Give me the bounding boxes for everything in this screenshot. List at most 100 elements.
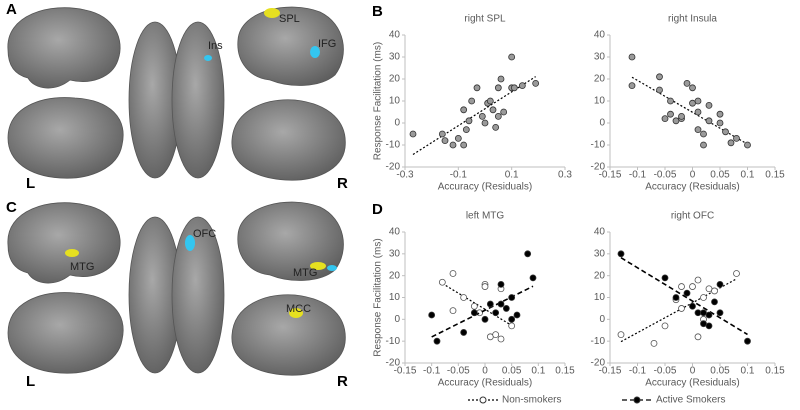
point (508, 315, 516, 323)
y-tick-label: 30 (389, 52, 401, 63)
chart-title: left MTG (466, 211, 505, 222)
point (716, 110, 724, 118)
point (441, 137, 449, 145)
y-tick-label: -10 (386, 336, 401, 347)
y-tick-label: -10 (591, 336, 606, 347)
point (705, 117, 713, 125)
brain-labels: SPL Ins IFG L R OFC MTG MTG MCC L R (26, 13, 348, 390)
x-axis-label: Accuracy (Residuals) (645, 182, 739, 193)
point (460, 294, 468, 301)
point (449, 270, 457, 277)
point (744, 141, 751, 149)
point (683, 289, 691, 297)
point (716, 119, 724, 127)
point (733, 270, 740, 277)
fit-line (431, 285, 534, 338)
y-tick-label: -20 (386, 162, 401, 173)
point (500, 108, 508, 116)
x-tick-label: -0.1 (450, 170, 468, 181)
point (510, 84, 518, 92)
x-tick-label: 0.15 (765, 170, 785, 181)
point (694, 309, 702, 317)
x-tick-label: 0.3 (558, 170, 572, 181)
point (529, 274, 537, 282)
brain-label: OFC (193, 228, 216, 240)
point (705, 102, 713, 109)
point (438, 278, 446, 286)
x-tick-label: 0.05 (710, 366, 730, 377)
y-tick-label: 40 (594, 30, 606, 41)
point (700, 320, 707, 328)
point (744, 337, 751, 345)
x-axis-label: Accuracy (Residuals) (645, 378, 739, 389)
point (700, 309, 707, 317)
x-tick-label: 0.15 (555, 366, 575, 377)
legend-marker (633, 396, 641, 404)
point (409, 130, 417, 138)
y-tick-label: -10 (591, 140, 606, 151)
fit-line (620, 257, 748, 336)
y-tick-label: 20 (594, 74, 606, 85)
panel-letter: B (372, 3, 383, 20)
x-tick-label: -0.05 (447, 366, 470, 377)
point (689, 99, 696, 107)
panel-letter: A (6, 1, 17, 18)
y-axis-label: Response Facilitation (ms) (373, 238, 384, 356)
point (661, 322, 669, 330)
point (494, 84, 502, 92)
point (628, 82, 636, 89)
brain-label: R (337, 373, 348, 390)
charts: right SPL Accuracy (Residuals) Response Fa… (373, 14, 786, 389)
x-tick-label: 0.1 (741, 170, 755, 181)
x-tick-label: 0.1 (531, 366, 545, 377)
point (716, 309, 724, 317)
brain-label: L (26, 373, 35, 390)
point (449, 307, 457, 315)
point (481, 315, 489, 323)
panel-letters: A B C D (6, 1, 383, 218)
point (428, 311, 436, 319)
point (508, 53, 516, 61)
y-axis-label: Response Facilitation (ms) (373, 42, 384, 160)
point (502, 305, 510, 312)
point (694, 276, 702, 284)
point (667, 97, 674, 105)
point (705, 311, 713, 319)
x-tick-label: 0 (690, 170, 696, 181)
y-tick-label: -20 (591, 358, 606, 369)
legend-marker (479, 396, 487, 404)
y-tick-label: 10 (594, 96, 606, 107)
point (694, 333, 702, 341)
y-tick-label: 0 (394, 118, 400, 129)
brain-label: MTG (293, 267, 317, 279)
x-tick-label: -0.15 (599, 366, 622, 377)
brain-label: IFG (318, 38, 336, 50)
brain-label: R (337, 175, 348, 192)
point (460, 141, 468, 149)
point (672, 294, 680, 301)
y-tick-label: 10 (389, 292, 401, 303)
y-tick-label: 10 (389, 96, 401, 107)
point (700, 294, 707, 301)
y-tick-label: 10 (594, 292, 606, 303)
y-tick-label: 20 (594, 270, 606, 281)
point (672, 117, 680, 125)
x-tick-label: 0.1 (505, 170, 519, 181)
point (486, 97, 494, 105)
panel-letter: D (372, 201, 383, 218)
point (689, 302, 696, 310)
point (722, 128, 729, 136)
point (700, 141, 707, 149)
point (733, 134, 740, 142)
point (492, 124, 500, 131)
x-axis-label: Accuracy (Residuals) (438, 378, 532, 389)
legend: Non-smokers Active Smokers (468, 395, 725, 406)
point (678, 113, 685, 120)
y-tick-label: 0 (394, 314, 400, 325)
point (460, 106, 468, 114)
brain-label: MTG (70, 261, 94, 273)
point (711, 298, 718, 306)
x-tick-label: -0.05 (654, 366, 677, 377)
y-tick-label: 20 (389, 270, 401, 281)
x-tick-label: 0.05 (710, 170, 730, 181)
